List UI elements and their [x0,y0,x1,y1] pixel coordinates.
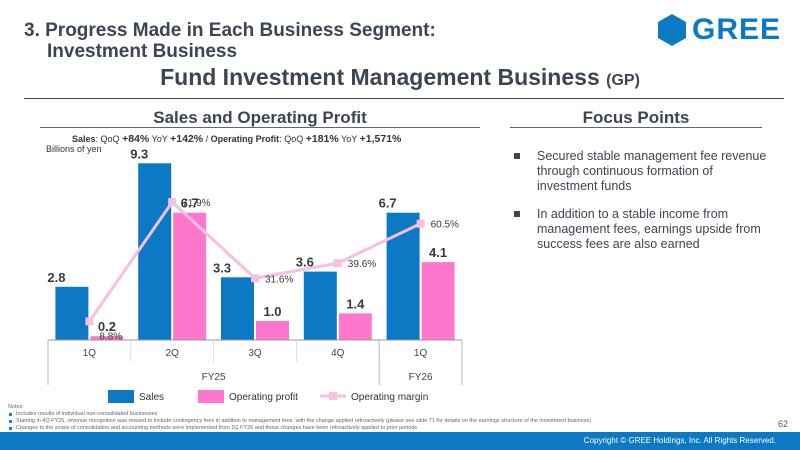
x-tick-label: 2Q [166,348,180,359]
operating-margin-point [416,219,425,228]
operating-margin-point [333,259,342,268]
copyright: Copyright © GREE Holdings, Inc. All Righ… [583,436,776,445]
note-item: Changes to the scope of consolidation an… [8,425,708,432]
square-bullet-icon [514,211,520,217]
sales-bar [221,277,254,340]
x-group-label: FY25 [202,372,226,383]
kpi-qoq-label: QoQ [100,134,120,144]
operating-profit-bar [173,212,207,340]
focus-point: In addition to a stable income from mana… [512,207,774,252]
operating-profit-data-label: 1.0 [263,304,281,319]
operating-margin-label: 8.8% [99,331,122,342]
legend-swatch [108,390,134,403]
x-tick-label: 3Q [248,348,262,359]
operating-profit-bar [421,262,455,340]
legend-swatch-marker [329,392,337,400]
page-number: 62 [777,419,788,429]
legend-swatch [198,390,224,403]
operating-margin-label: 39.6% [348,259,376,270]
sales-data-label: 2.8 [47,270,65,285]
kpi-sales-yoy: +142% [170,133,204,145]
sales-bar [138,163,172,340]
sales-bar [55,286,89,340]
kpi-op-label: Operating Profit [210,134,280,144]
square-bullet-icon [514,153,520,159]
title-divider [24,98,784,99]
notes-heading: Notes: [8,404,24,410]
logo-text: GREE [692,13,782,46]
section-title-line2: Investment Business [47,41,238,62]
kpi-op-yoy: +1,571% [359,133,402,145]
legend-label: Sales [139,392,164,403]
sales-bar [303,271,337,340]
operating-margin-label: 60.5% [431,220,459,231]
focus-heading: Focus Points [582,108,690,127]
operating-margin-label: 31.6% [265,274,293,285]
kpi-summary: Sales: QoQ +84% YoY +142% / Operating Pr… [72,133,402,145]
focus-heading-divider [510,127,762,128]
operating-profit-data-label: 1.4 [346,296,365,311]
chart-heading-divider [40,127,480,128]
kpi-separator: / [205,134,209,144]
kpi-op-qoq: +181% [305,133,339,145]
note-item: Includes results of individual non-conso… [8,411,708,418]
sales-data-label: 6.7 [379,196,397,211]
focus-point-text: In addition to a stable income from mana… [537,207,761,251]
operating-profit-bar [256,321,289,340]
footer-bar [0,432,800,450]
gree-logo: GREE [656,12,782,48]
operating-profit-data-label: 4.1 [429,245,447,260]
sales-data-label: 9.3 [130,146,148,161]
x-group-label: FY26 [409,372,433,383]
kpi-sales-qoq: +84% [122,133,150,145]
focus-point-text: Secured stable management fee revenue th… [537,149,767,193]
kpi-yoy-label: YoY [151,134,168,144]
kpi-qoq-label-2: QoQ [284,134,304,144]
page-title-suffix: (GP) [606,72,640,89]
kpi-yoy-label-2: YoY [341,134,358,144]
sales-data-label: 3.6 [296,255,314,270]
focus-point: Secured stable management fee revenue th… [512,149,774,194]
note-item: Starting in 4Q FY25, revenue recognition… [8,418,708,425]
x-tick-label: 1Q [83,348,97,359]
operating-profit-bar [90,336,124,340]
kpi-sales-label: Sales [72,134,96,144]
operating-margin-label: 71.9% [182,198,210,209]
hexagon-logo-icon [658,14,686,46]
page-title-text: Fund Investment Management Business [160,64,600,90]
legend-label: Operating margin [351,392,428,403]
x-tick-label: 4Q [331,348,345,359]
operating-margin-point [168,198,177,207]
operating-profit-data-label: 6.7 [181,196,199,211]
section-title: 3. Progress Made in Each Business Segmen… [24,20,436,62]
operating-profit-data-label: 0.2 [98,319,116,334]
sales-bar [386,212,420,340]
section-title-line1: 3. Progress Made in Each Business Segmen… [24,20,436,41]
units-label: Billions of yen [46,144,102,154]
operating-profit-bar [338,313,372,340]
chart-heading: Sales and Operating Profit [153,108,367,127]
operating-margin-point [85,317,94,326]
x-tick-label: 1Q [414,348,428,359]
legend-label: Operating profit [229,392,298,403]
operating-margin-point [251,274,259,283]
page-title: Fund Investment Management Business (GP) [0,64,800,91]
focus-points-list: Secured stable management fee revenue th… [512,149,774,265]
notes: Notes: Includes results of individual no… [8,404,708,432]
sales-data-label: 3.3 [213,260,231,275]
